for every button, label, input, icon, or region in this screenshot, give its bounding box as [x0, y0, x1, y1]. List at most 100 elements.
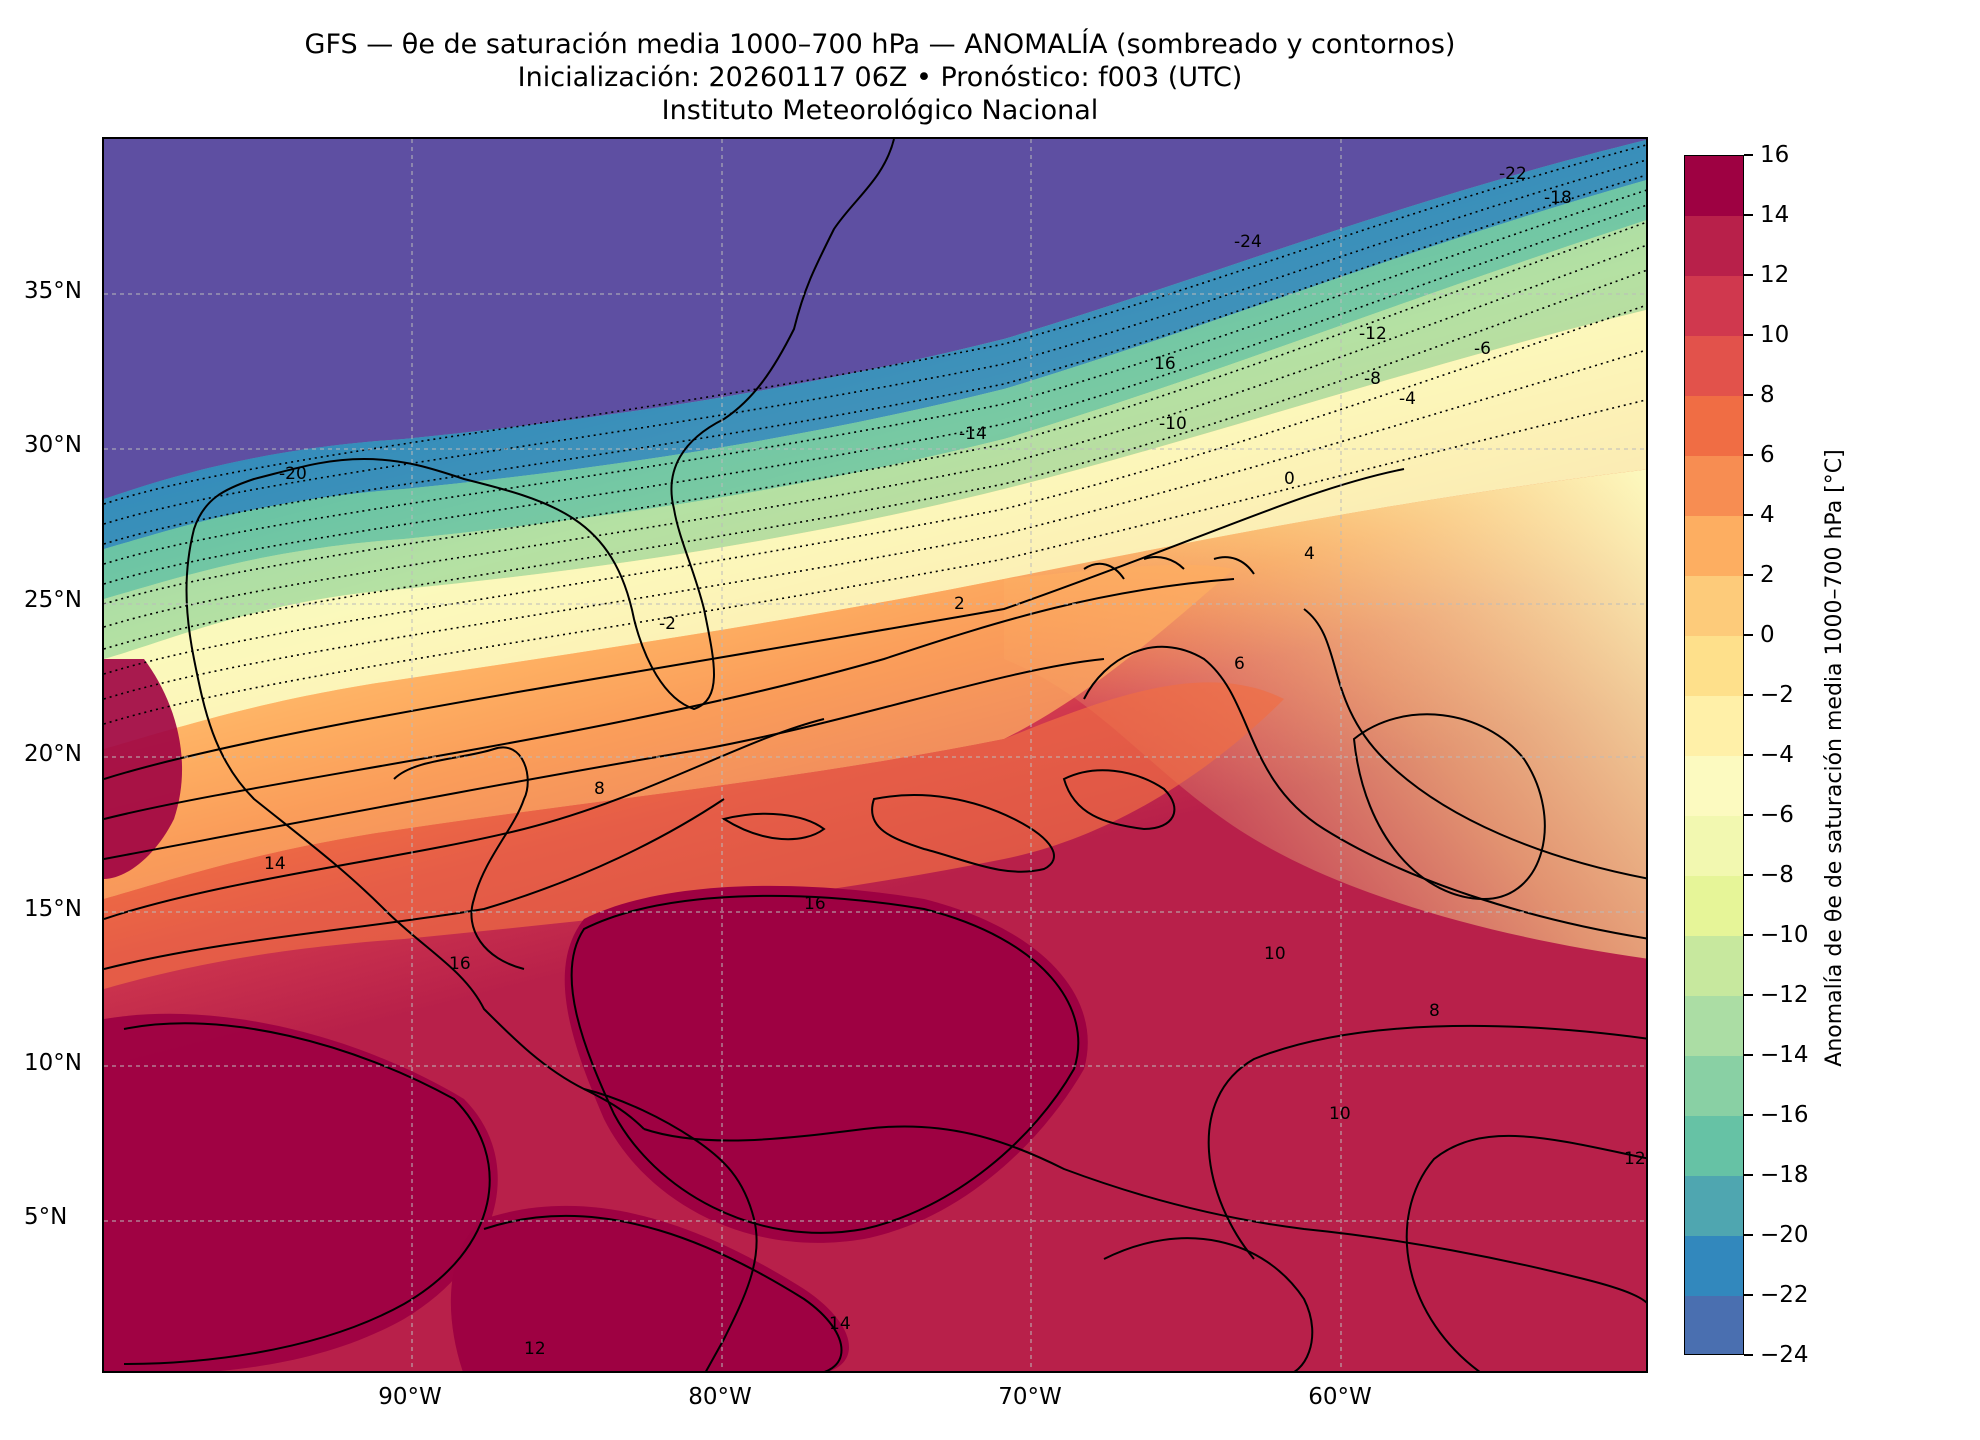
colorbar-tick-mark [1744, 1354, 1753, 1356]
contour-label: 14 [829, 1314, 851, 1334]
colorbar-segment [1685, 1236, 1743, 1297]
colorbar-segment [1685, 456, 1743, 517]
colorbar-tick-label: −12 [1760, 982, 1809, 1008]
lat-label-35n: 35°N [24, 278, 82, 304]
colorbar-tick-label: −6 [1760, 802, 1794, 828]
contour-label: -2 [659, 614, 676, 634]
colorbar-tick-label: 6 [1760, 442, 1775, 468]
colorbar-tick-mark [1744, 1234, 1753, 1236]
neutral-band [104, 220, 1646, 659]
colorbar-segment [1685, 1056, 1743, 1117]
contour-label: -22 [1499, 164, 1527, 184]
colorbar-tick-mark [1744, 154, 1753, 156]
contour-label: 0 [1284, 469, 1295, 489]
colorbar-tick-mark [1744, 1114, 1753, 1116]
colorbar-segment [1685, 636, 1743, 697]
coastlines [185, 139, 1646, 1371]
title-init-forecast: Inicialización: 20260117 06Z • Pronóstic… [517, 62, 1243, 93]
lat-label-20n: 20°N [24, 741, 82, 767]
colorbar-tick-label: −24 [1760, 1342, 1809, 1368]
anomaly-map: -24 -22 -18 16 -12 -6 -8 -4 -10 -14 -20 … [104, 139, 1646, 1371]
colorbar-segment [1685, 336, 1743, 397]
colorbar-tick-label: −8 [1760, 862, 1794, 888]
colorbar-tick-mark [1744, 874, 1753, 876]
lon-label-70w: 70°W [998, 1384, 1062, 1410]
lon-label-60w: 60°W [1308, 1384, 1372, 1410]
colorbar-tick-mark [1744, 754, 1753, 756]
colorbar-segment [1685, 576, 1743, 637]
warm-band [104, 564, 1234, 899]
contour-label: -20 [279, 464, 307, 484]
colorbar-segment [1685, 876, 1743, 937]
colorbar-segment [1685, 1296, 1743, 1354]
colorbar-tick-mark [1744, 994, 1753, 996]
figure-title: GFS — θe de saturación media 1000–700 hP… [0, 28, 1760, 127]
contour-label: -8 [1364, 369, 1381, 389]
colorbar-tick-label: −2 [1760, 682, 1794, 708]
contour-label: -12 [1359, 324, 1387, 344]
colorbar-tick-mark [1744, 1294, 1753, 1296]
contour-label: -24 [1234, 232, 1262, 252]
colorbar-tick-label: 8 [1760, 382, 1775, 408]
lat-label-25n: 25°N [24, 587, 82, 613]
contour-label-group: -24 -22 -18 16 -12 -6 -8 -4 -10 -14 -20 … [264, 164, 1646, 1359]
near-zero-band [104, 309, 1646, 749]
colorbar-segment [1685, 1176, 1743, 1237]
colorbar-tick-label: −10 [1760, 922, 1809, 948]
positive-contours [104, 468, 1646, 1371]
contour-label: 10 [1329, 1104, 1351, 1124]
south-warm-core [450, 1206, 849, 1371]
contour-label: -4 [1399, 389, 1416, 409]
colorbar-tick-mark [1744, 394, 1753, 396]
negative-contours [104, 144, 1646, 725]
cool-band [104, 139, 1646, 549]
colorbar-tick-mark [1744, 214, 1753, 216]
colorbar-tick-label: 12 [1760, 262, 1790, 288]
contour-label: 2 [954, 594, 965, 614]
contour-label: 16 [804, 894, 826, 914]
colorbar-tick-label: 2 [1760, 562, 1775, 588]
mexico-warm-core [104, 659, 183, 879]
contour-label: 16 [449, 954, 471, 974]
cool-band-2 [104, 180, 1646, 599]
contour-label: 4 [1304, 544, 1315, 564]
colorbar-segment [1685, 816, 1743, 877]
map-panel: -24 -22 -18 16 -12 -6 -8 -4 -10 -14 -20 … [102, 137, 1648, 1373]
colorbar-segment [1685, 756, 1743, 817]
contour-label: 8 [594, 779, 605, 799]
graticule [104, 139, 1646, 1371]
colorbar-segment [1685, 396, 1743, 457]
caribbean-warm-core [564, 885, 1088, 1243]
colorbar [1684, 155, 1744, 1355]
contour-label: -18 [1544, 188, 1572, 208]
contour-label: -6 [1474, 339, 1491, 359]
colorbar-tick-mark [1744, 334, 1753, 336]
title-main: GFS — θe de saturación media 1000–700 hP… [304, 29, 1456, 60]
colorbar-tick-mark [1744, 694, 1753, 696]
colorbar-segment [1685, 156, 1743, 217]
lon-label-90w: 90°W [378, 1384, 442, 1410]
colorbar-title: Anomalía de θe de saturación media 1000–… [1822, 449, 1847, 1067]
contour-label: 10 [1264, 944, 1286, 964]
colorbar-tick-label: 4 [1760, 502, 1775, 528]
colorbar-tick-label: −4 [1760, 742, 1794, 768]
colorbar-segment [1685, 276, 1743, 337]
cold-anomaly-region [104, 139, 1646, 499]
contour-label: 6 [1234, 654, 1245, 674]
colorbar-segment [1685, 1116, 1743, 1177]
colorbar-tick-label: 0 [1760, 622, 1775, 648]
contour-label: -14 [959, 424, 987, 444]
colorbar-segment [1685, 696, 1743, 757]
colorbar-tick-mark [1744, 454, 1753, 456]
colorbar-tick-label: −18 [1760, 1162, 1809, 1188]
colorbar-tick-mark [1744, 634, 1753, 636]
contour-label: 16 [1154, 354, 1176, 374]
colorbar-tick-label: −20 [1760, 1222, 1809, 1248]
colorbar-tick-mark [1744, 1054, 1753, 1056]
contour-label: 8 [1429, 1001, 1440, 1021]
colorbar-segment [1685, 936, 1743, 997]
colorbar-tick-mark [1744, 274, 1753, 276]
lat-label-10n: 10°N [24, 1050, 82, 1076]
colorbar-segment [1685, 516, 1743, 577]
contour-label: 14 [264, 854, 286, 874]
